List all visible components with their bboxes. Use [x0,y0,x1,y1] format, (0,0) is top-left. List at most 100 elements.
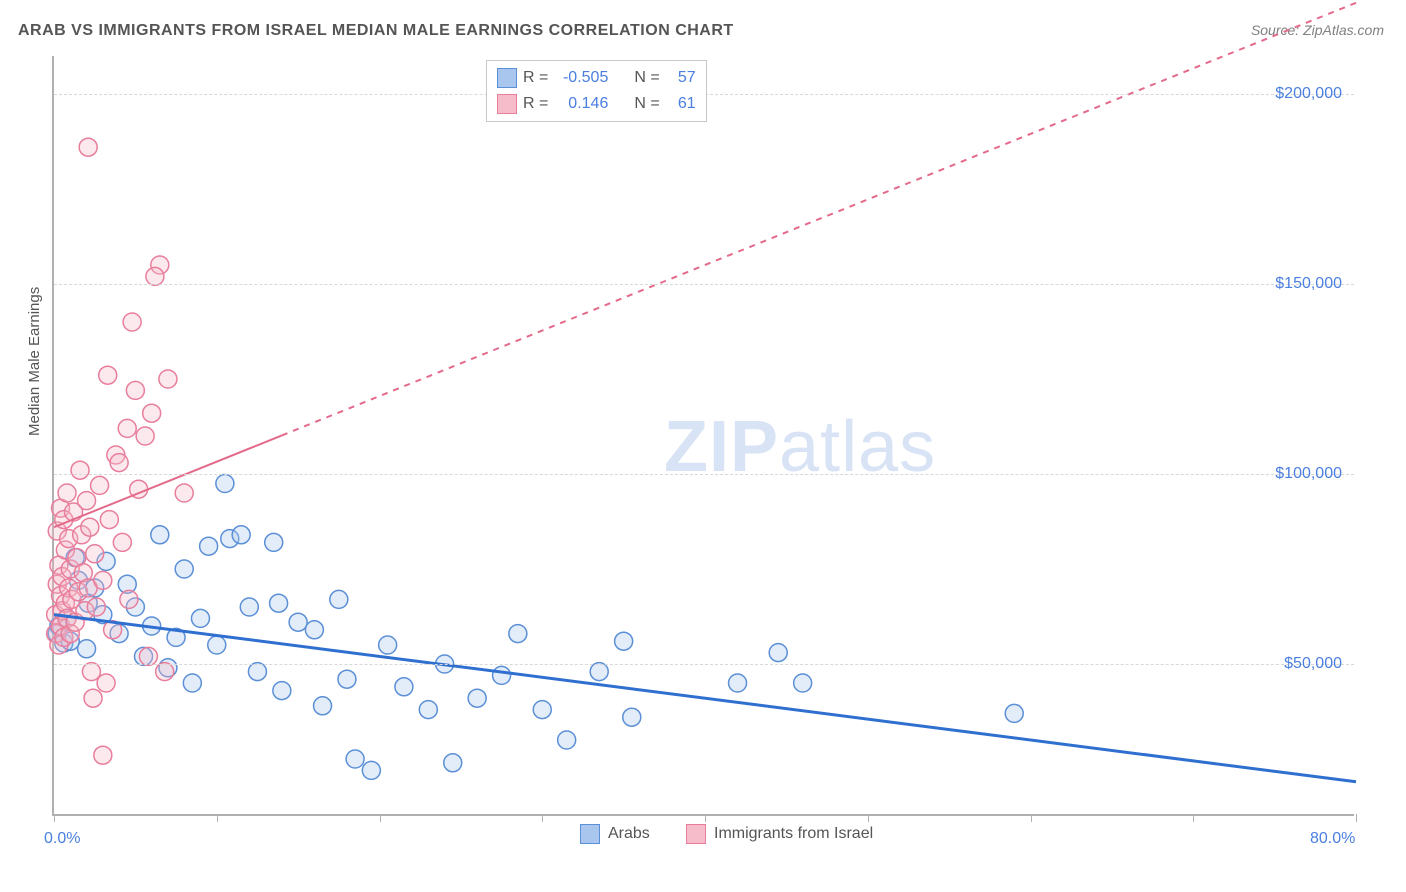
x-tick [705,814,706,822]
legend-item: Immigrants from Israel [686,824,873,844]
legend-label: Immigrants from Israel [714,825,873,843]
data-point [58,484,76,502]
data-point [338,670,356,688]
y-tick-label: $100,000 [1275,465,1342,483]
data-point [379,636,397,654]
data-point [118,419,136,437]
data-point [78,492,96,510]
data-point [468,689,486,707]
data-point [533,701,551,719]
source-name: ZipAtlas.com [1303,22,1384,38]
data-point [99,366,117,384]
data-point [94,746,112,764]
data-point [232,526,250,544]
data-point [444,754,462,772]
trend-line-extrapolated [282,3,1356,436]
data-point [86,545,104,563]
data-point [493,666,511,684]
data-point [265,533,283,551]
x-tick [217,814,218,822]
data-point [120,590,138,608]
data-point [769,644,787,662]
data-point [110,454,128,472]
data-point [91,476,109,494]
data-point [362,761,380,779]
data-point [81,518,99,536]
stats-box: R = -0.505 N = 57 R = 0.146 N = 61 [486,60,707,122]
series-swatch [497,94,517,114]
x-tick [1356,814,1357,822]
data-point [794,674,812,692]
data-point [82,663,100,681]
data-point [175,560,193,578]
data-point [314,697,332,715]
data-point [240,598,258,616]
source-credit: Source: ZipAtlas.com [1251,22,1384,38]
data-point [183,674,201,692]
data-point [113,533,131,551]
x-tick [54,814,55,822]
stat-n-label: N = [634,95,659,113]
trend-line [54,615,1356,782]
data-point [94,571,112,589]
data-point [615,632,633,650]
legend-swatch [686,824,706,844]
x-tick [1193,814,1194,822]
stat-r-value: -0.505 [554,69,608,87]
stats-row: R = -0.505 N = 57 [497,65,696,91]
data-point [330,590,348,608]
stat-n-label: N = [634,69,659,87]
data-point [395,678,413,696]
data-point [729,674,747,692]
data-point [126,381,144,399]
trend-line [54,435,282,527]
y-axis-label: Median Male Earnings [26,287,43,436]
data-point [97,674,115,692]
data-point [71,461,89,479]
legend-swatch [580,824,600,844]
data-point [208,636,226,654]
data-point [78,640,96,658]
y-tick-label: $50,000 [1284,655,1342,673]
data-point [159,370,177,388]
stat-r-value: 0.146 [554,95,608,113]
data-point [419,701,437,719]
stat-r-label: R = [523,95,548,113]
data-point [143,404,161,422]
stat-n-value: 61 [666,95,696,113]
data-point [346,750,364,768]
x-axis-max-label: 80.0% [1310,830,1355,848]
data-point [151,526,169,544]
y-tick-label: $150,000 [1275,275,1342,293]
chart-title: ARAB VS IMMIGRANTS FROM ISRAEL MEDIAN MA… [18,22,734,40]
data-point [248,663,266,681]
gridline [54,284,1354,285]
x-tick [1031,814,1032,822]
data-point [139,647,157,665]
data-point [123,313,141,331]
data-point [623,708,641,726]
data-point [175,484,193,502]
data-point [79,138,97,156]
gridline [54,474,1354,475]
data-point [156,663,174,681]
data-point [216,475,234,493]
stat-r-label: R = [523,69,548,87]
series-swatch [497,68,517,88]
x-tick [542,814,543,822]
stat-n-value: 57 [666,69,696,87]
y-tick-label: $200,000 [1275,85,1342,103]
gridline [54,664,1354,665]
legend-label: Arabs [608,825,650,843]
data-point [590,663,608,681]
data-point [509,625,527,643]
plot-area: ZIPatlas $50,000$100,000$150,000$200,000… [52,56,1354,816]
data-point [270,594,288,612]
data-point [289,613,307,631]
legend-item: Arabs [580,824,650,844]
data-point [84,689,102,707]
data-point [136,427,154,445]
stats-row: R = 0.146 N = 61 [497,91,696,117]
data-point [1005,704,1023,722]
x-tick [868,814,869,822]
